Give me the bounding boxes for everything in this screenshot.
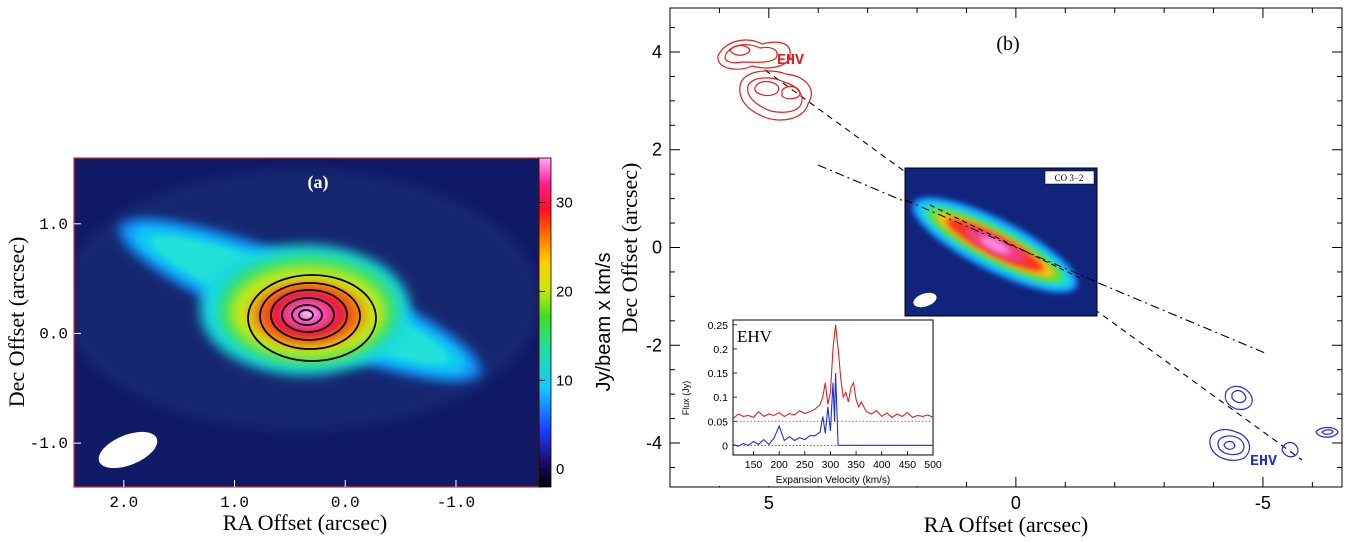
blue-contour-outer-3 bbox=[1281, 441, 1299, 458]
contour-2 bbox=[259, 282, 361, 350]
panel-b-ytick-label: 2 bbox=[652, 140, 662, 160]
red-contour-core-2 bbox=[754, 80, 780, 97]
spectrum-xtick-label: 450 bbox=[899, 459, 917, 471]
inset-spectrum: 150 200 250 300 350 400 450 500 0 0.05 0.1 0.15 0.2 0… bbox=[681, 319, 955, 486]
spectrum-ytick-label: 0 bbox=[722, 440, 728, 452]
panel-a-ytick-label: 1.0 bbox=[39, 216, 68, 234]
beam-ellipse bbox=[98, 431, 158, 469]
red-contour-inner-2 bbox=[747, 77, 803, 113]
red-lobe-contours bbox=[717, 39, 812, 121]
panel-a-ylabel: Dec Offset (arcsec) bbox=[4, 237, 29, 408]
inset-co-image: CO 3−2 bbox=[904, 167, 1098, 317]
panel-b-ytick-label: -2 bbox=[646, 335, 662, 355]
contour-3 bbox=[270, 289, 348, 341]
panel-b-xtick-label: 5 bbox=[764, 493, 774, 513]
spectrum-ytick-label: 0.05 bbox=[708, 416, 729, 428]
red-contour-core-1 bbox=[729, 44, 751, 56]
contour-4 bbox=[281, 297, 335, 333]
spectrum-xtick-label: 500 bbox=[924, 459, 942, 471]
panel-a-xtick-label: 2.0 bbox=[109, 494, 138, 512]
blue-contour-outer-4 bbox=[1315, 426, 1339, 438]
blue-contour-outer-2 bbox=[1224, 385, 1253, 411]
colorbar-tick-label: 20 bbox=[556, 283, 573, 300]
blue-contour-core-1 bbox=[1223, 440, 1236, 450]
colorbar-tick-label: 30 bbox=[556, 194, 573, 211]
spectrum-xtick-label: 200 bbox=[770, 459, 788, 471]
spectrum-frame bbox=[732, 319, 934, 456]
panel-a-xtick-label: 0.0 bbox=[331, 494, 360, 512]
spectrum-ytick-label: 0.1 bbox=[713, 392, 728, 404]
colorbar-ticks: 0 10 20 30 bbox=[539, 194, 573, 478]
inset-beam-ellipse bbox=[913, 292, 937, 308]
spectrum-ylabel: Flux (Jy) bbox=[681, 381, 691, 416]
red-contour-core-3 bbox=[781, 85, 801, 100]
spectrum-xtick-label: 150 bbox=[745, 459, 763, 471]
panel-a: 2.0 1.0 0.0 -1.0 1.0 0.0 -1.0 (a) 0 10 20 30 Jy/b… bbox=[4, 157, 615, 535]
panel-b-ytick-label: -4 bbox=[646, 433, 662, 453]
red-spectrum-line bbox=[733, 324, 933, 420]
spectrum-ytick-label: 0.25 bbox=[708, 320, 729, 332]
panel-a-contours bbox=[247, 274, 377, 362]
spectrum-label: EHV bbox=[737, 327, 773, 346]
panel-b-ticks: 5 0 -5 4 2 0 -2 -4 bbox=[646, 8, 1342, 513]
contour-1 bbox=[247, 274, 377, 362]
red-contour-inner-1 bbox=[724, 44, 778, 64]
spectrum-xlabel: Expansion Velocity (km/s) bbox=[776, 475, 891, 486]
panel-a-xlabel: RA Offset (arcsec) bbox=[223, 510, 388, 535]
panel-b-xlabel: RA Offset (arcsec) bbox=[924, 512, 1089, 537]
panel-a-ticks: 2.0 1.0 0.0 -1.0 1.0 0.0 -1.0 bbox=[30, 216, 476, 512]
spectrum-ytick-label: 0.2 bbox=[713, 344, 728, 356]
ehv-red-label: EHV bbox=[777, 52, 804, 69]
panel-a-xtick-label: 1.0 bbox=[220, 494, 249, 512]
panel-b-ytick-label: 4 bbox=[652, 42, 662, 62]
contour-5 bbox=[291, 304, 323, 326]
colorbar-tick-label: 10 bbox=[556, 372, 573, 389]
colorbar bbox=[538, 157, 552, 488]
spectrum-xtick-label: 350 bbox=[847, 459, 865, 471]
spectrum-ytick-label: 0.15 bbox=[708, 368, 729, 380]
inset-image-label: CO 3−2 bbox=[1055, 173, 1084, 183]
panel-b-xtick-label: -5 bbox=[1255, 493, 1271, 513]
colorbar-tick-label: 0 bbox=[556, 461, 564, 478]
blue-contour-inner-2 bbox=[1231, 389, 1247, 404]
panel-b-label: (b) bbox=[996, 33, 1019, 55]
red-contour-outer-1 bbox=[717, 39, 791, 70]
blue-lobe-contours bbox=[1209, 385, 1339, 461]
blue-contour-outer-1 bbox=[1209, 429, 1251, 461]
panel-b: 5 0 -5 4 2 0 -2 -4 (b) EHV EHV bbox=[617, 7, 1343, 537]
spectrum-ticks: 150 200 250 300 350 400 450 500 0 0.05 0.1 0.15 0.2 0… bbox=[708, 320, 942, 471]
colorbar-label: Jy/beam x km/s bbox=[593, 253, 615, 392]
red-contour-outer-2 bbox=[739, 70, 812, 121]
panel-a-xtick-label: -1.0 bbox=[437, 494, 475, 512]
blue-spectrum-line bbox=[733, 373, 933, 447]
panel-a-ytick-label: 0.0 bbox=[39, 325, 68, 343]
panel-a-image bbox=[74, 158, 539, 487]
spectrum-xtick-label: 250 bbox=[796, 459, 814, 471]
panel-a-ytick-label: -1.0 bbox=[30, 435, 68, 453]
ehv-blue-label: EHV bbox=[1250, 453, 1277, 470]
panel-b-ylabel: Dec Offset (arcsec) bbox=[617, 163, 642, 334]
blue-contour-inner-1 bbox=[1217, 435, 1245, 456]
spectrum-xtick-label: 300 bbox=[822, 459, 840, 471]
spectrum-xtick-label: 400 bbox=[873, 459, 891, 471]
contour-6 bbox=[298, 309, 314, 321]
panel-a-label: (a) bbox=[308, 172, 329, 193]
blue-contour-inner-4 bbox=[1321, 429, 1334, 435]
panel-b-xtick-label: 0 bbox=[1011, 493, 1021, 513]
panel-b-ytick-label: 0 bbox=[652, 238, 662, 258]
